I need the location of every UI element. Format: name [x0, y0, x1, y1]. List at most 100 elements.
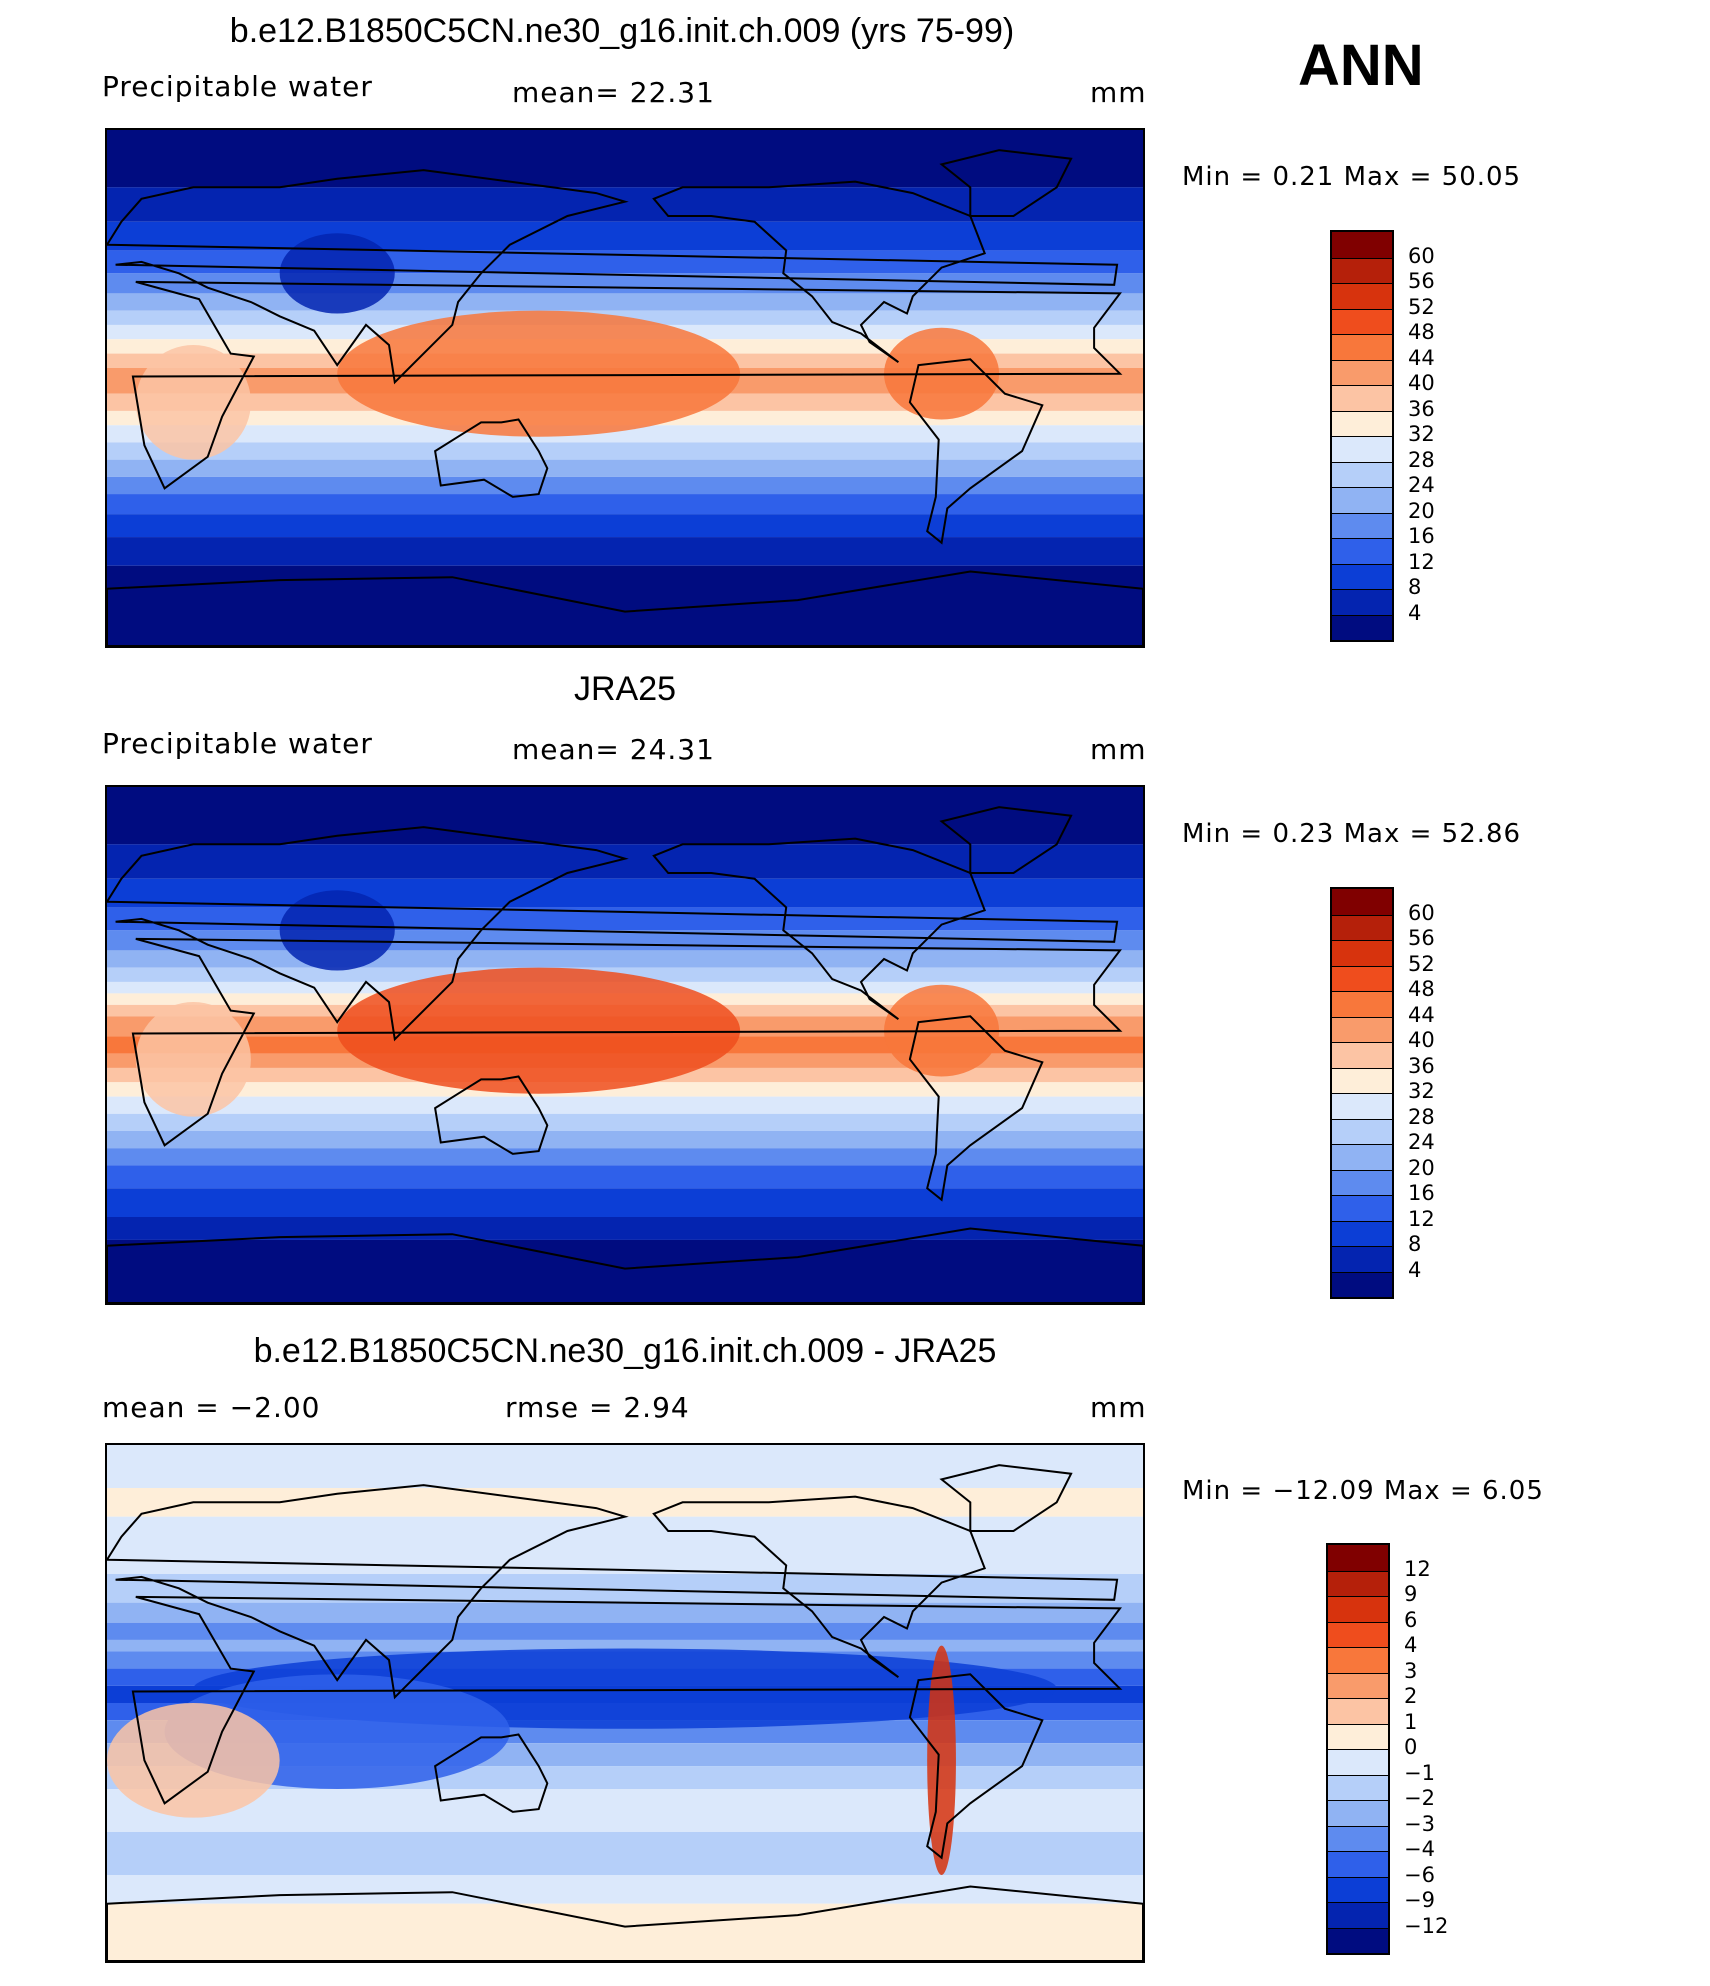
colorbar-tick-label: 40: [1408, 371, 1435, 395]
colorbar-tick-label: −9: [1404, 1888, 1435, 1912]
colorbar-tick-label: 36: [1408, 396, 1435, 421]
colorbar-tick-label: 44: [1408, 1002, 1435, 1027]
panel-2-units: mm: [1090, 733, 1147, 766]
colorbar-swatch: [1332, 991, 1392, 1017]
panel-2-map: [105, 785, 1145, 1305]
coastline-north-america: [652, 1495, 987, 1679]
colorbar-tick-label: 20: [1408, 498, 1435, 523]
colorbar-swatch: [1332, 283, 1392, 309]
colorbar-swatch: [1332, 1093, 1392, 1119]
coastline-greenland: [939, 1464, 1073, 1532]
colorbar-swatch: [1332, 1169, 1392, 1195]
colorbar-tick-label: 3: [1404, 1658, 1418, 1683]
colorbar-tick-label: −4: [1404, 1837, 1435, 1861]
colorbar-swatch: [1332, 563, 1392, 589]
field-band: [107, 130, 1143, 188]
field-band: [107, 1239, 1143, 1303]
coastline-europe-asia: [107, 826, 1119, 1042]
colorbar-swatch: [1332, 1016, 1392, 1042]
coastline-antarctica: [107, 570, 1143, 646]
field-band: [107, 1165, 1143, 1189]
field-band: [107, 514, 1143, 538]
field-band: [107, 1188, 1143, 1217]
colorbar-tick-label: 2: [1404, 1684, 1418, 1708]
panel-2-mean-label: mean= 24.31: [512, 733, 715, 766]
field-band: [107, 878, 1143, 908]
panel-3-colorbar: [1326, 1543, 1390, 1955]
colorbar-tick-label: 4: [1404, 1633, 1418, 1657]
field-band: [107, 1903, 1143, 1961]
field-band: [107, 459, 1143, 477]
panel-1-map: [105, 128, 1145, 648]
panel-2-colorbar: [1330, 887, 1394, 1299]
colorbar-swatch: [1332, 889, 1392, 915]
field-anomaly: [279, 890, 395, 971]
colorbar-tick-label: 32: [1408, 422, 1435, 446]
field-band: [107, 476, 1143, 495]
colorbar-tick-label: −2: [1404, 1786, 1435, 1810]
colorbar-swatch: [1332, 614, 1392, 640]
colorbar-swatch: [1332, 308, 1392, 334]
colorbar-swatch: [1332, 410, 1392, 436]
colorbar-tick-label: 8: [1408, 575, 1422, 599]
colorbar-swatch: [1332, 512, 1392, 538]
colorbar-swatch: [1328, 1902, 1388, 1928]
colorbar-tick-label: 12: [1404, 1556, 1431, 1581]
colorbar-tick-label: 28: [1408, 447, 1435, 472]
panel-1-title: b.e12.B1850C5CN.ne30_g16.init.ch.009 (yr…: [229, 12, 1015, 50]
colorbar-tick-label: 16: [1408, 524, 1435, 548]
colorbar-swatch: [1328, 1876, 1388, 1902]
field-anomaly: [927, 1645, 956, 1875]
coastline-africa: [131, 937, 1123, 1147]
colorbar-swatch: [1332, 359, 1392, 385]
field-anomaly: [279, 233, 395, 314]
colorbar-tick-label: 4: [1408, 600, 1422, 625]
field-band: [107, 494, 1143, 515]
colorbar-tick-label: 1: [1404, 1709, 1418, 1734]
colorbar-tick-label: 32: [1408, 1079, 1435, 1103]
colorbar-swatch: [1332, 1271, 1392, 1297]
colorbar-tick-label: 24: [1408, 473, 1435, 497]
field-band: [107, 537, 1143, 566]
colorbar-swatch: [1332, 589, 1392, 615]
colorbar-swatch: [1328, 1749, 1388, 1775]
panel-1-min-max: Min = 0.21 Max = 50.05: [1182, 162, 1522, 192]
field-band: [107, 1445, 1143, 1488]
colorbar-swatch: [1328, 1800, 1388, 1826]
panel-3-min-max: Min = −12.09 Max = 6.05: [1182, 1476, 1544, 1506]
panel-3-title: b.e12.B1850C5CN.ne30_g16.init.ch.009 - J…: [253, 1332, 997, 1370]
field-band: [107, 787, 1143, 845]
colorbar-tick-label: −12: [1404, 1913, 1449, 1938]
colorbar-swatch: [1328, 1621, 1388, 1647]
field-band: [107, 1622, 1143, 1640]
colorbar-tick-label: 60: [1408, 243, 1435, 268]
field-anomaly: [337, 967, 741, 1094]
colorbar-swatch: [1332, 461, 1392, 487]
coastline-north-america: [652, 180, 987, 364]
field-band: [107, 1131, 1143, 1149]
colorbar-swatch: [1328, 1927, 1388, 1953]
field-anomaly: [107, 1703, 280, 1818]
colorbar-swatch: [1332, 538, 1392, 564]
field-band: [107, 1096, 1143, 1114]
coastline-africa: [131, 280, 1123, 490]
colorbar-tick-label: 12: [1408, 549, 1435, 574]
colorbar-swatch: [1328, 1672, 1388, 1698]
colorbar-swatch: [1328, 1723, 1388, 1749]
panel-3-mean-label: mean = −2.00: [102, 1391, 321, 1424]
panel-1-variable-label: Precipitable water: [102, 70, 373, 103]
coastline-europe-asia: [107, 169, 1119, 385]
colorbar-tick-label: 0: [1404, 1735, 1418, 1759]
colorbar-tick-label: 9: [1404, 1582, 1418, 1606]
colorbar-tick-label: 56: [1408, 926, 1435, 950]
colorbar-tick-label: 8: [1408, 1232, 1422, 1256]
colorbar-swatch: [1332, 1144, 1392, 1170]
colorbar-swatch: [1328, 1596, 1388, 1622]
colorbar-tick-label: 4: [1408, 1257, 1422, 1282]
coastline-south-america: [908, 1673, 1044, 1860]
colorbar-swatch: [1332, 940, 1392, 966]
colorbar-swatch: [1332, 487, 1392, 513]
colorbar-tick-label: −1: [1404, 1760, 1435, 1785]
colorbar-swatch: [1332, 1246, 1392, 1272]
panel-1-colorbar: [1330, 230, 1394, 642]
